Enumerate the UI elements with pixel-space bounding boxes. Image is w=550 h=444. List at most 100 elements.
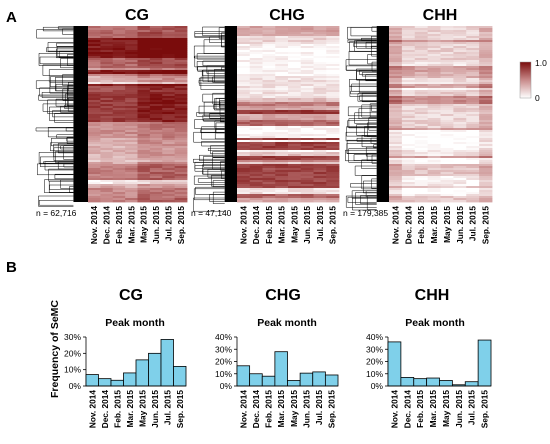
- heatmap-month-label: Jul. 2015: [163, 206, 173, 241]
- heatmap-n-label-cg: n = 62,716: [36, 208, 77, 218]
- dendrogram: [35, 26, 88, 207]
- x-tick-label: Nov. 2014: [389, 390, 399, 429]
- heatmap-month-label: Jun. 2015: [151, 206, 161, 244]
- panel-letter-b: B: [6, 259, 17, 276]
- heatmap-month-label: Dec. 2014: [403, 206, 413, 245]
- heatmap-month-label: May 2015: [442, 206, 452, 243]
- legend-colorbar: [519, 61, 532, 99]
- x-tick-label: Dec. 2014: [100, 390, 110, 429]
- heatmap-month-label: May 2015: [289, 206, 299, 243]
- bar-chart-title-chg: CHG: [265, 287, 301, 304]
- heatmap-month-label: Mar. 2015: [429, 206, 439, 244]
- x-tick-label: Sep. 2015: [480, 390, 490, 429]
- bar: [413, 378, 428, 387]
- bar: [312, 371, 326, 387]
- y-tick-label: 0%: [371, 381, 384, 391]
- dendrogram-leaves: [376, 26, 389, 202]
- x-tick-label: May 2015: [289, 390, 299, 427]
- heatmap-month-label: Jul. 2015: [468, 206, 478, 241]
- dendrogram-branches: [193, 26, 225, 212]
- bar: [439, 380, 453, 387]
- x-tick-label: Dec. 2014: [251, 390, 261, 429]
- x-tick-label: Nov. 2014: [238, 390, 248, 429]
- heatmap-month-label: Nov. 2014: [89, 206, 99, 245]
- heatmap-month-label: Jul. 2015: [315, 206, 325, 241]
- bar: [387, 341, 402, 387]
- bar: [261, 375, 276, 387]
- bar-chart-title-cg: CG: [119, 287, 143, 304]
- x-tick-label: Feb. 2015: [415, 390, 425, 428]
- heatmap-cells: [389, 26, 493, 203]
- heatmap-month-label: Sep. 2015: [481, 206, 491, 245]
- x-tick-label: Jul. 2015: [467, 390, 477, 425]
- bar: [287, 380, 301, 387]
- x-tick-label: Jul. 2015: [162, 390, 172, 425]
- x-tick-label: Jun. 2015: [301, 390, 311, 428]
- y-tick-label: 40%: [215, 332, 232, 342]
- bar: [477, 339, 492, 387]
- heatmap-month-label: Feb. 2015: [114, 206, 124, 244]
- y-tick-label: 0%: [220, 381, 233, 391]
- y-tick-label: 30%: [366, 344, 383, 354]
- heatmap-month-label: Nov. 2014: [390, 206, 400, 245]
- panel-letter-a: A: [6, 9, 17, 26]
- y-tick-label: 40%: [366, 332, 383, 342]
- dendrogram-branches: [345, 26, 377, 211]
- bar: [98, 378, 112, 387]
- bar-chart-subtitle-chg: Peak month: [257, 317, 317, 329]
- bar: [426, 377, 440, 387]
- y-tick-label: 20%: [215, 357, 232, 367]
- y-tick-label: 30%: [64, 332, 81, 342]
- legend-max-label: 1.0: [535, 58, 547, 68]
- y-tick-label: 10%: [366, 369, 383, 379]
- bar: [148, 352, 162, 387]
- x-tick-label: Mar. 2015: [125, 390, 135, 428]
- heatmap-month-label: Nov. 2014: [238, 206, 248, 245]
- heatmap-title-chg: CHG: [269, 7, 305, 24]
- heatmap-title-cg: CG: [125, 7, 149, 24]
- y-tick-label: 20%: [64, 348, 81, 358]
- heatmap-month-label: Jun. 2015: [302, 206, 312, 244]
- bar: [274, 351, 288, 387]
- x-tick-label: Feb. 2015: [264, 390, 274, 428]
- bar-chart-subtitle-cg: Peak month: [105, 317, 165, 329]
- color-legend: 1.0 0: [519, 58, 547, 103]
- heatmap-title-chh: CHH: [423, 7, 458, 24]
- heatmap-chh: [345, 26, 493, 211]
- bar-chart-title-chh: CHH: [415, 287, 450, 304]
- heatmap-month-label: Feb. 2015: [264, 206, 274, 244]
- bar: [85, 374, 99, 387]
- heatmap-month-label: Dec. 2014: [102, 206, 112, 245]
- bar: [236, 365, 251, 387]
- heatmap-month-labels: Nov. 2014 Dec. 2014 Feb. 2015 Mar. 2015 May …: [89, 206, 490, 245]
- x-tick-label: Jul. 2015: [314, 390, 324, 425]
- bar-chart-cg: 0%10%20%30%Nov. 2014 Dec. 2014 Feb. 2015 Ma…: [64, 332, 187, 429]
- legend-min-label: 0: [535, 93, 540, 103]
- x-tick-label: Sep. 2015: [175, 390, 185, 429]
- heatmap-cg: [35, 26, 188, 207]
- heatmap-cells: [88, 26, 188, 203]
- dendrogram-branches: [35, 26, 74, 207]
- bar: [324, 374, 339, 387]
- bar: [173, 365, 187, 387]
- heatmap-month-label: Sep. 2015: [176, 206, 186, 245]
- bar-chart-chh: 0% 10% 20% 30% 40% Nov. 2014 Dec. 2014 Feb. 201…: [366, 332, 492, 429]
- bar: [400, 377, 415, 387]
- bar: [110, 379, 124, 387]
- x-tick-label: Mar. 2015: [428, 390, 438, 428]
- x-tick-label: Jun. 2015: [454, 390, 464, 428]
- heatmap-month-label: Mar. 2015: [126, 206, 136, 244]
- bar-chart-chg: 0% 10% 20% 30% 40% Nov. 2014 Dec. 2014 Feb. 201…: [215, 332, 339, 429]
- heatmap-month-label: Sep. 2015: [328, 206, 338, 245]
- x-tick-label: Dec. 2014: [402, 390, 412, 429]
- x-tick-label: Jun. 2015: [150, 390, 160, 428]
- bar: [464, 381, 479, 387]
- bar: [123, 372, 137, 387]
- y-tick-label: 10%: [64, 365, 81, 375]
- bar-chart-ylabel: Frequency of SeMC: [49, 300, 61, 398]
- bar: [160, 339, 174, 387]
- heatmap-chg: [193, 26, 340, 212]
- heatmap-month-label: Jun. 2015: [455, 206, 465, 244]
- y-tick-label: 20%: [366, 357, 383, 367]
- dendrogram: [193, 26, 237, 212]
